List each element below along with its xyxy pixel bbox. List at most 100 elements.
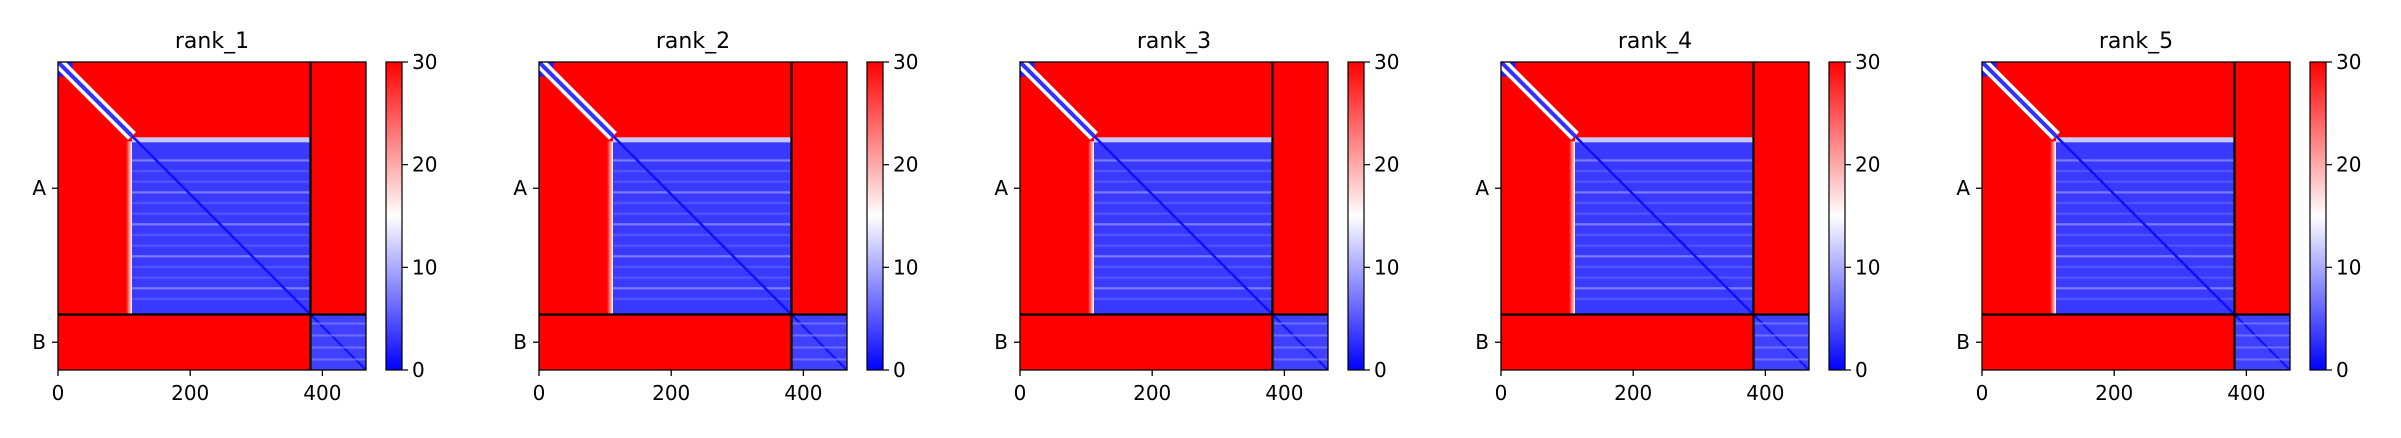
core-stripe (1094, 191, 1273, 194)
core-stripe (613, 287, 792, 290)
y-tick-label: A (994, 176, 1008, 200)
core-stripe (132, 180, 311, 183)
chainB-stripe (1272, 334, 1328, 337)
core-stripe (1094, 169, 1273, 173)
core-stripe (2056, 244, 2235, 247)
core-block-edge (1088, 141, 1095, 315)
core-stripe (132, 159, 311, 162)
core-stripe (1575, 265, 1754, 269)
panel-title: rank_2 (656, 29, 730, 54)
heatmap-area (1501, 62, 1809, 370)
x-tick-label: 0 (1976, 381, 1989, 405)
x-tick-label: 400 (1265, 381, 1303, 405)
y-tick-label: A (1475, 176, 1489, 200)
colorbar (386, 62, 402, 370)
chainB-stripe (1272, 346, 1328, 349)
colorbar-tick-label: 30 (893, 50, 918, 74)
core-stripe (1094, 255, 1273, 258)
core-stripe (1575, 180, 1754, 183)
colorbar-tick-label: 0 (1374, 358, 1387, 382)
core-stripe (613, 159, 792, 162)
core-stripe (132, 276, 311, 279)
core-stripe (1575, 297, 1754, 301)
core-stripe (132, 287, 311, 290)
colorbar (1829, 62, 1845, 370)
nterm-diagonal (539, 62, 615, 138)
nterm-diagonal (1982, 62, 2058, 138)
core-stripe (1575, 201, 1754, 205)
chainB-stripe (1753, 346, 1809, 349)
core-diagonal (131, 135, 312, 316)
core-stripe (1575, 159, 1754, 162)
core-stripe (132, 201, 311, 205)
colorbar-frame (1828, 61, 1846, 371)
colorbar-tick-label: 10 (893, 255, 918, 279)
core-stripe (1094, 180, 1273, 183)
core-stripe (1094, 233, 1273, 237)
x-tick-label: 200 (171, 381, 209, 405)
core-stripe (613, 297, 792, 301)
colorbar (867, 62, 883, 370)
axes-frame (1019, 61, 1329, 371)
core-stripe (132, 244, 311, 247)
x-tick-label: 200 (1133, 381, 1171, 405)
core-stripe (2056, 180, 2235, 183)
pae-panel: rank_2 0 200 400 A B 0 10 20 30 (513, 29, 918, 405)
chainB-stripe (310, 322, 366, 325)
y-tick-label: A (32, 176, 46, 200)
axes-frame (538, 61, 848, 371)
colorbar-frame (385, 61, 403, 371)
core-stripe (1094, 212, 1273, 215)
core-stripe (132, 233, 311, 237)
colorbar-tick-label: 20 (1855, 153, 1880, 177)
chainB-stripe (2234, 358, 2290, 361)
core-block-top-edge (1575, 137, 1754, 143)
core-stripe (1575, 255, 1754, 258)
core-stripe (613, 191, 792, 194)
core-block-top-edge (1094, 137, 1273, 143)
nterm-diagonal (1501, 62, 1577, 138)
core-stripe (2056, 191, 2235, 194)
panel-title: rank_3 (1137, 29, 1211, 54)
core-stripe (613, 233, 792, 237)
core-stripe (2056, 255, 2235, 258)
colorbar-tick-label: 30 (1855, 50, 1880, 74)
colorbar-tick-label: 20 (893, 153, 918, 177)
chainB-stripe (1753, 334, 1809, 337)
core-stripe (613, 265, 792, 269)
x-tick-label: 0 (533, 381, 546, 405)
y-tick-label: A (1956, 176, 1970, 200)
core-stripe (132, 255, 311, 258)
y-tick-label: B (32, 330, 46, 354)
chainB-stripe (310, 358, 366, 361)
nterm-diagonal (1020, 62, 1096, 138)
colorbar-tick-label: 30 (2336, 50, 2361, 74)
chainB-stripe (1753, 358, 1809, 361)
colorbar-tick-label: 30 (412, 50, 437, 74)
chainB-stripe (1272, 358, 1328, 361)
core-stripe (2056, 201, 2235, 205)
core-stripe (1094, 276, 1273, 279)
core-stripe (2056, 233, 2235, 237)
y-tick-label: B (1475, 330, 1489, 354)
chainB-stripe (1272, 322, 1328, 325)
core-stripe (613, 255, 792, 258)
x-tick-label: 400 (1746, 381, 1784, 405)
core-stripe (132, 169, 311, 173)
y-tick-label: B (994, 330, 1008, 354)
panel-title: rank_1 (175, 29, 249, 54)
core-stripe (613, 169, 792, 173)
core-stripe (132, 297, 311, 301)
core-stripe (613, 276, 792, 279)
heatmap-area (1020, 62, 1328, 370)
colorbar-tick-label: 0 (2336, 358, 2349, 382)
axes-frame (1981, 61, 2291, 371)
core-stripe (2056, 297, 2235, 301)
chainB-stripe (791, 346, 847, 349)
nterm-diagonal (58, 62, 134, 138)
core-stripe (1094, 159, 1273, 162)
core-stripe (1094, 265, 1273, 269)
heatmap-area (1982, 62, 2290, 370)
core-stripe (1575, 244, 1754, 247)
core-diagonal (2055, 135, 2236, 316)
